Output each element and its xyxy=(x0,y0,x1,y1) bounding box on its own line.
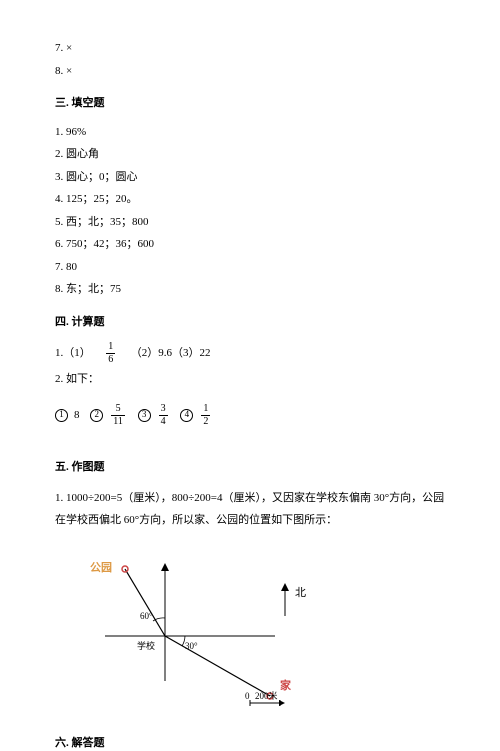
section4-title: 四. 计算题 xyxy=(55,314,445,331)
arrow-up xyxy=(161,563,169,571)
fraction-numerator: 1 xyxy=(201,404,210,416)
fraction: 1 6 xyxy=(106,342,115,365)
home-label: 家 xyxy=(280,678,292,692)
line-to-park xyxy=(125,569,165,636)
fraction-denominator: 6 xyxy=(106,354,115,365)
calc-rest: （2）9.6（3）22 xyxy=(131,345,211,362)
fraction: 3 4 xyxy=(159,404,168,427)
answer-value: 8 xyxy=(74,407,80,424)
fill-item: 1. 96% xyxy=(55,124,445,141)
calc-answers-row: 1 8 2 5 11 3 3 4 4 1 2 xyxy=(55,404,445,427)
diagram-svg: 北 公园 家 60° 30° 学校 0 200米 xyxy=(55,541,375,711)
fraction-numerator: 3 xyxy=(159,404,168,416)
fill-item: 2. 圆心角 xyxy=(55,146,445,163)
circled-number: 2 xyxy=(90,409,103,422)
park-label: 公园 xyxy=(90,561,112,574)
section3-title: 三. 填空题 xyxy=(55,95,445,112)
section6-title: 六. 解答题 xyxy=(55,735,445,751)
section3-list: 1. 96% 2. 圆心角 3. 圆心；0；圆心 4. 125；25；20。 5… xyxy=(55,124,445,298)
fill-item: 4. 125；25；20。 xyxy=(55,191,445,208)
fraction-denominator: 4 xyxy=(159,416,168,427)
school-label: 学校 xyxy=(137,640,155,651)
calc-line-1: 1.（1） 1 6 （2）9.6（3）22 xyxy=(55,342,445,365)
fraction-denominator: 2 xyxy=(201,416,210,427)
angle-60-label: 60° xyxy=(140,611,153,621)
fraction-denominator: 11 xyxy=(111,416,125,427)
scale-0: 0 xyxy=(245,691,250,701)
top-answers: 7. × 8. × xyxy=(55,40,445,79)
circled-number: 3 xyxy=(138,409,151,422)
fraction: 1 2 xyxy=(201,404,210,427)
line-to-home xyxy=(165,636,270,696)
diagram: 北 公园 家 60° 30° 学校 0 200米 xyxy=(55,541,445,717)
fraction-numerator: 5 xyxy=(111,404,125,416)
drawing-problem-text: 1. 1000÷200=5（厘米），800÷200=4（厘米），又因家在学校东偏… xyxy=(55,487,445,531)
top-item: 7. × xyxy=(55,40,445,57)
fill-item: 7. 80 xyxy=(55,259,445,276)
angle-30-label: 30° xyxy=(185,641,198,651)
calc-prefix: 1.（1） xyxy=(55,345,91,362)
north-arrow-head xyxy=(281,583,289,591)
fraction-numerator: 1 xyxy=(106,342,115,354)
fill-item: 3. 圆心；0；圆心 xyxy=(55,169,445,186)
calc-line-2: 2. 如下： xyxy=(55,371,445,388)
scale-arrow xyxy=(279,700,285,706)
top-item: 8. × xyxy=(55,63,445,80)
fill-item: 5. 西；北；35；800 xyxy=(55,214,445,231)
north-label: 北 xyxy=(295,586,306,599)
circled-number: 1 xyxy=(55,409,68,422)
section5-title: 五. 作图题 xyxy=(55,459,445,476)
fill-item: 8. 东；北；75 xyxy=(55,281,445,298)
scale-200: 200米 xyxy=(255,690,278,701)
fraction: 5 11 xyxy=(111,404,125,427)
circled-number: 4 xyxy=(180,409,193,422)
fill-item: 6. 750；42；36；600 xyxy=(55,236,445,253)
